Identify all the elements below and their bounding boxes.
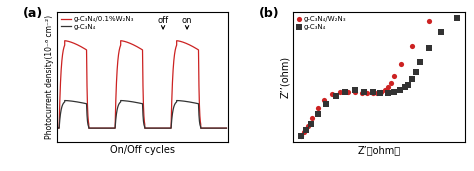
- g-C₃N₄: [62, 100, 68, 102]
- g-C₃N₄/W₂N₃: [391, 75, 398, 78]
- g-C₃N₄/0.1%W₂N₃: [87, 127, 93, 129]
- g-C₃N₄: [332, 94, 339, 97]
- g-C₃N₄: [408, 78, 416, 80]
- g-C₃N₄/W₂N₃: [328, 93, 336, 96]
- g-C₃N₄: [401, 86, 408, 89]
- Text: (b): (b): [259, 7, 280, 20]
- g-C₃N₄: [77, 101, 83, 103]
- g-C₃N₄: [297, 135, 305, 137]
- Legend: g-C₃N₄/W₂N₃, g-C₃N₄: g-C₃N₄/W₂N₃, g-C₃N₄: [297, 15, 347, 30]
- g-C₃N₄/W₂N₃: [425, 19, 433, 22]
- g-C₃N₄/W₂N₃: [297, 135, 305, 137]
- g-C₃N₄: [425, 47, 433, 50]
- g-C₃N₄/W₂N₃: [381, 89, 389, 91]
- g-C₃N₄: [341, 90, 349, 93]
- g-C₃N₄/W₂N₃: [387, 82, 394, 85]
- Y-axis label: Photocurrent density(10⁻⁶ cm⁻²): Photocurrent density(10⁻⁶ cm⁻²): [45, 15, 54, 139]
- g-C₃N₄: [376, 91, 384, 94]
- g-C₃N₄: [308, 122, 315, 125]
- g-C₃N₄/W₂N₃: [309, 117, 316, 119]
- Text: on: on: [182, 16, 192, 29]
- g-C₃N₄/W₂N₃: [304, 125, 311, 128]
- Line: g-C₃N₄: g-C₃N₄: [59, 101, 227, 128]
- g-C₃N₄: [302, 129, 310, 132]
- g-C₃N₄: [396, 89, 404, 91]
- Y-axis label: Z’’(ohm): Z’’(ohm): [281, 56, 291, 98]
- g-C₃N₄/W₂N₃: [358, 91, 365, 94]
- g-C₃N₄/0.1%W₂N₃: [113, 90, 119, 92]
- Legend: g-C₃N₄/0.1%W₂N₃, g-C₃N₄: g-C₃N₄/0.1%W₂N₃, g-C₃N₄: [60, 15, 135, 30]
- g-C₃N₄: [83, 103, 89, 105]
- g-C₃N₄/W₂N₃: [337, 90, 344, 93]
- g-C₃N₄: [404, 83, 412, 86]
- g-C₃N₄/W₂N₃: [377, 90, 385, 93]
- g-C₃N₄/0.1%W₂N₃: [130, 43, 136, 45]
- g-C₃N₄: [113, 115, 119, 117]
- g-C₃N₄/0.1%W₂N₃: [56, 127, 62, 129]
- g-C₃N₄: [417, 61, 424, 64]
- g-C₃N₄/0.1%W₂N₃: [77, 45, 83, 47]
- g-C₃N₄/W₂N₃: [314, 107, 321, 110]
- Line: g-C₃N₄/0.1%W₂N₃: g-C₃N₄/0.1%W₂N₃: [59, 41, 227, 128]
- g-C₃N₄: [130, 101, 136, 103]
- g-C₃N₄/W₂N₃: [374, 91, 381, 94]
- g-C₃N₄: [87, 127, 93, 129]
- Text: off: off: [157, 16, 169, 29]
- g-C₃N₄/W₂N₃: [344, 90, 351, 93]
- g-C₃N₄: [369, 90, 377, 93]
- X-axis label: Z’（ohm）: Z’（ohm）: [357, 145, 401, 155]
- X-axis label: On/Off cycles: On/Off cycles: [110, 145, 175, 155]
- g-C₃N₄/W₂N₃: [397, 62, 405, 65]
- g-C₃N₄: [437, 30, 445, 33]
- g-C₃N₄: [412, 71, 419, 74]
- g-C₃N₄/0.1%W₂N₃: [224, 127, 229, 129]
- g-C₃N₄/0.1%W₂N₃: [62, 40, 68, 42]
- g-C₃N₄/0.1%W₂N₃: [85, 121, 91, 123]
- g-C₃N₄: [314, 112, 321, 115]
- g-C₃N₄: [351, 89, 359, 91]
- g-C₃N₄: [361, 90, 368, 93]
- g-C₃N₄/W₂N₃: [408, 44, 416, 47]
- g-C₃N₄/W₂N₃: [369, 91, 377, 94]
- g-C₃N₄: [56, 127, 62, 129]
- g-C₃N₄: [384, 91, 392, 94]
- Text: (a): (a): [23, 7, 43, 20]
- g-C₃N₄: [224, 127, 229, 129]
- g-C₃N₄: [391, 90, 398, 93]
- g-C₃N₄: [322, 103, 330, 106]
- g-C₃N₄/W₂N₃: [300, 130, 308, 133]
- g-C₃N₄/W₂N₃: [320, 98, 328, 101]
- g-C₃N₄/W₂N₃: [384, 86, 392, 89]
- g-C₃N₄/W₂N₃: [351, 90, 359, 93]
- g-C₃N₄/W₂N₃: [364, 91, 371, 94]
- g-C₃N₄/0.1%W₂N₃: [83, 49, 89, 51]
- g-C₃N₄: [453, 17, 461, 19]
- g-C₃N₄: [85, 125, 91, 127]
